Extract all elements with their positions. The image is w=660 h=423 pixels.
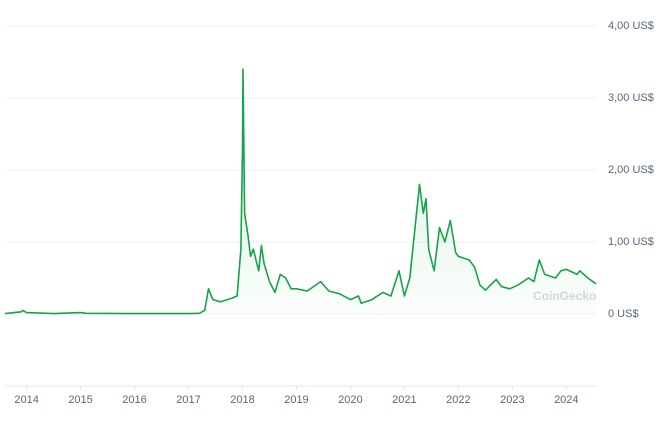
x-tick-label: 2017 [176, 394, 200, 406]
x-tick-label: 2019 [284, 394, 308, 406]
y-tick-label: 1,00 US$ [608, 236, 654, 248]
x-tick-label: 2023 [500, 394, 524, 406]
y-tick-label: 0 US$ [608, 308, 639, 320]
x-tick-label: 2015 [68, 394, 92, 406]
x-tick-label: 2022 [446, 394, 470, 406]
x-tick-label: 2020 [338, 394, 362, 406]
x-tick-label: 2021 [392, 394, 416, 406]
x-tick-label: 2018 [230, 394, 254, 406]
y-tick-label: 2,00 US$ [608, 164, 654, 176]
y-tick-label: 4,00 US$ [608, 20, 654, 32]
x-tick-label: 2014 [14, 394, 38, 406]
area [5, 69, 596, 314]
price-line [4, 68, 597, 315]
x-tick-label: 2016 [122, 394, 146, 406]
x-tick-label: 2024 [554, 394, 578, 406]
y-tick-label: 3,00 US$ [608, 92, 654, 104]
